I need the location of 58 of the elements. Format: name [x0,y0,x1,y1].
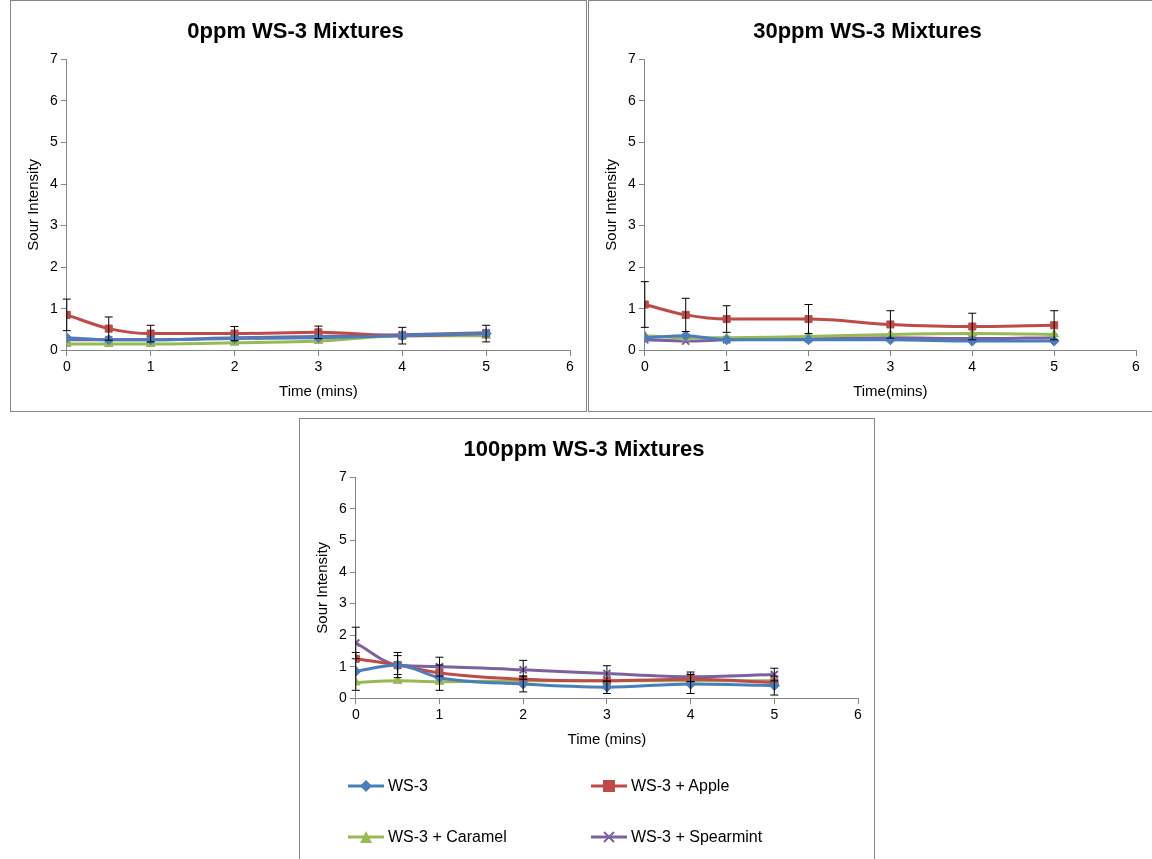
x-tick-label: 5 [1050,358,1059,375]
x-tick-label: 5 [482,358,491,375]
y-tick-label: 2 [338,625,347,642]
chart-title: 0ppm WS-3 Mixtures [187,18,404,44]
x-tick-label: 0 [62,358,71,375]
y-tick-label: 5 [49,133,58,150]
y-tick-label: 5 [338,531,347,548]
x-tick-label: 2 [804,358,813,375]
y-tick-label: 4 [627,174,636,191]
y-tick-label: 7 [338,468,347,485]
y-tick-label: 0 [627,341,636,358]
y-tick-label: 1 [338,657,347,674]
y-axis-title: Sour Intensity [602,158,620,251]
chart-title: 100ppm WS-3 Mixtures [463,436,705,462]
y-tick-label: 2 [49,257,58,274]
x-axis-title: Time(mins) [853,382,928,400]
x-tick-label: 4 [968,358,977,375]
y-tick-label: 0 [49,341,58,358]
x-tick-label: 2 [519,706,528,723]
x-axis-title: Time (mins) [567,730,647,748]
x-tick-label: 2 [230,358,239,375]
x-axis-title: Time (mins) [279,382,358,400]
x-tick-label: 6 [1132,358,1141,375]
legend-label: WS-3 + Apple [631,776,730,795]
x-tick-label: 4 [686,706,695,723]
x-tick-label: 0 [351,706,360,723]
y-tick-label: 3 [49,216,58,233]
y-tick-label: 3 [627,216,636,233]
x-tick-label: 6 [854,706,863,723]
x-tick-label: 6 [566,358,575,375]
y-axis-title: Sour Intensity [313,541,331,634]
y-axis-title: Sour Intensity [24,158,42,251]
x-tick-label: 3 [602,706,611,723]
y-tick-label: 2 [627,257,636,274]
x-tick-label: 4 [398,358,407,375]
x-tick-label: 3 [886,358,895,375]
y-tick-label: 1 [49,299,58,316]
y-tick-label: 6 [627,91,636,108]
y-tick-label: 6 [338,499,347,516]
y-tick-label: 4 [49,174,58,191]
legend-label: WS-3 [388,776,428,795]
x-tick-label: 5 [770,706,779,723]
x-tick-label: 1 [146,358,155,375]
y-tick-label: 1 [627,299,636,316]
y-tick-label: 3 [338,594,347,611]
y-tick-label: 7 [627,50,636,67]
y-tick-label: 7 [49,50,58,67]
y-tick-label: 6 [49,91,58,108]
x-tick-label: 3 [314,358,323,375]
legend-label: WS-3 + Caramel [388,827,507,846]
y-tick-label: 5 [627,133,636,150]
y-tick-label: 0 [338,689,347,706]
legend-label: WS-3 + Spearmint [631,827,763,846]
x-tick-label: 0 [640,358,649,375]
x-tick-label: 1 [722,358,731,375]
y-tick-label: 4 [338,562,347,579]
x-tick-label: 1 [435,706,444,723]
chart-title: 30ppm WS-3 Mixtures [753,18,982,44]
